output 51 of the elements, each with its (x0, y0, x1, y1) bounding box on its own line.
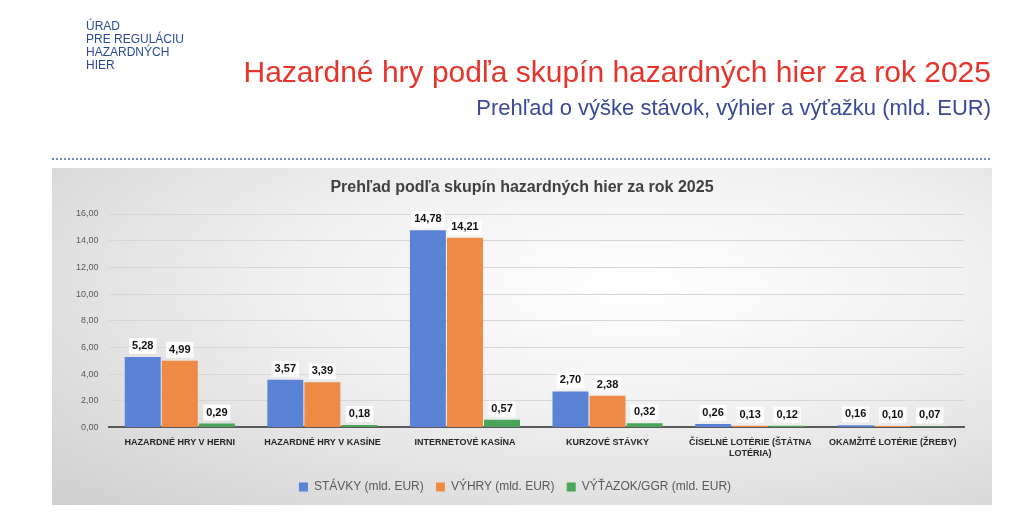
bar (161, 360, 198, 427)
data-label: 0,12 (776, 407, 798, 420)
data-label: 2,38 (596, 377, 619, 390)
x-tick-label: INTERNETOVÉ KASÍNA (414, 437, 516, 448)
bar (484, 419, 521, 427)
data-label: 5,28 (132, 339, 154, 352)
data-label: 0,13 (739, 407, 761, 420)
text: Prehľad podľa skupín hazardných hier za rok 2025 (330, 178, 714, 196)
data-label: 3,57 (274, 361, 297, 374)
y-tick-label: 2,00 (80, 395, 99, 406)
data-label: 0,18 (348, 407, 371, 420)
y-tick-label: 0,00 (80, 421, 99, 432)
x-tick-label: OKAMŽITÉ LOTÉRIE (ŽREBY) (828, 436, 957, 448)
data-label: 0,26 (702, 405, 724, 418)
data-label: 0,29 (206, 405, 228, 418)
y-tick-label: 10,00 (75, 288, 99, 299)
bar (267, 379, 304, 427)
data-label: 4,99 (169, 342, 191, 355)
legend-label: VÝHRY (mld. EUR) (450, 478, 555, 494)
data-label: 14,21 (451, 219, 479, 232)
y-tick-label: 14,00 (75, 235, 99, 246)
x-tick-label: ČÍSELNÉ LOTÉRIE (ŠTÁTNA LOTÉRIA) (688, 436, 812, 459)
x-tick-label: HAZARDNÉ HRY V HERNI (124, 437, 236, 448)
bar (124, 356, 161, 427)
data-label: 0,32 (633, 405, 656, 418)
x-tick-label: KURZOVÉ STÁVKY (566, 437, 650, 448)
chart-title: Hazardné hry podľa skupín hazardných hier za rok 2025 (243, 54, 991, 90)
legend-label: STÁVKY (mld. EUR) (313, 478, 424, 494)
data-label: 2,70 (559, 373, 582, 386)
data-label: 0,10 (882, 408, 904, 421)
x-tick-label: HAZARDNÉ HRY V KASÍNE (264, 437, 381, 448)
bar (304, 382, 341, 427)
y-tick-label: 16,00 (75, 208, 99, 219)
legend-label: VÝŤAZOK/GGR (mld. EUR) (581, 478, 732, 494)
data-label: 0,07 (919, 408, 941, 421)
bar (589, 395, 626, 427)
y-tick-label: 8,00 (80, 315, 99, 326)
y-tick-label: 6,00 (80, 341, 99, 352)
chart-subtitle: Prehľad o výške stávok, výhier a výťažku (mld. EUR) (476, 94, 991, 122)
data-label: 3,39 (311, 364, 334, 377)
text: ÚRAD PRE REGULÁCIU HAZARDNÝCH HIER (86, 19, 185, 72)
bar (552, 391, 589, 427)
y-tick-label: 12,00 (75, 261, 99, 272)
data-label: 0,57 (491, 401, 513, 414)
data-label: 0,16 (844, 407, 867, 420)
bar (409, 230, 446, 427)
bar (626, 423, 663, 427)
y-tick-label: 4,00 (80, 368, 99, 379)
bar (695, 423, 732, 427)
bar (446, 237, 483, 427)
data-label: 14,78 (414, 212, 442, 225)
